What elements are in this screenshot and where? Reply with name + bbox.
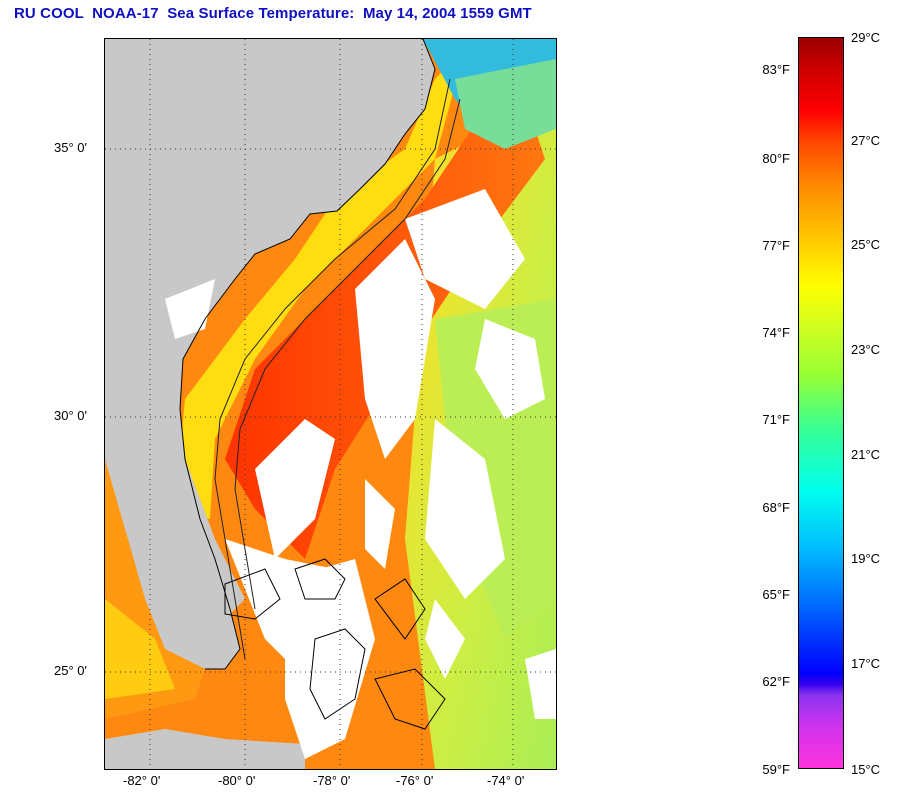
- cb-c-29: 29°C: [851, 30, 881, 45]
- cb-c-25: 25°C: [851, 237, 881, 252]
- lon-label-76: -76° 0': [396, 773, 434, 788]
- land-cuba: [105, 729, 305, 769]
- cb-f-77: 77°F: [762, 238, 790, 253]
- cb-f-74: 74°F: [762, 325, 790, 340]
- temperature-colorbar: [798, 37, 844, 769]
- northern-cool-water: [455, 59, 556, 149]
- coastline: [179, 39, 436, 670]
- cb-f-71: 71°F: [762, 412, 790, 427]
- lon-label-80: -80° 0': [218, 773, 256, 788]
- cb-c-21: 21°C: [851, 447, 881, 462]
- cb-c-19: 19°C: [851, 551, 881, 566]
- lon-label-82: -82° 0': [123, 773, 161, 788]
- cb-f-68: 68°F: [762, 500, 790, 515]
- cb-f-62: 62°F: [762, 674, 790, 689]
- lat-label-25: 25° 0': [54, 663, 87, 678]
- lon-label-78: -78° 0': [313, 773, 351, 788]
- map-grid: [105, 39, 556, 769]
- cb-f-80: 80°F: [762, 151, 790, 166]
- cb-c-17: 17°C: [851, 656, 881, 671]
- land-florida: [105, 459, 240, 669]
- sst-map-image: [105, 39, 556, 769]
- cb-f-59: 59°F: [762, 762, 790, 777]
- cb-c-23: 23°C: [851, 342, 881, 357]
- cb-c-15: 15°C: [851, 762, 881, 777]
- cloud-cover: [165, 189, 556, 759]
- map-title: RU COOL NOAA-17 Sea Surface Temperature:…: [14, 5, 532, 22]
- sst-map: [104, 38, 557, 770]
- lat-label-30: 30° 0': [54, 408, 87, 423]
- cb-f-83: 83°F: [762, 62, 790, 77]
- cb-f-65: 65°F: [762, 587, 790, 602]
- shelf-water: [175, 49, 465, 519]
- lon-label-74: -74° 0': [487, 773, 525, 788]
- cb-c-27: 27°C: [851, 133, 881, 148]
- gulf-warm: [105, 599, 175, 699]
- lat-label-35: 35° 0': [54, 140, 87, 155]
